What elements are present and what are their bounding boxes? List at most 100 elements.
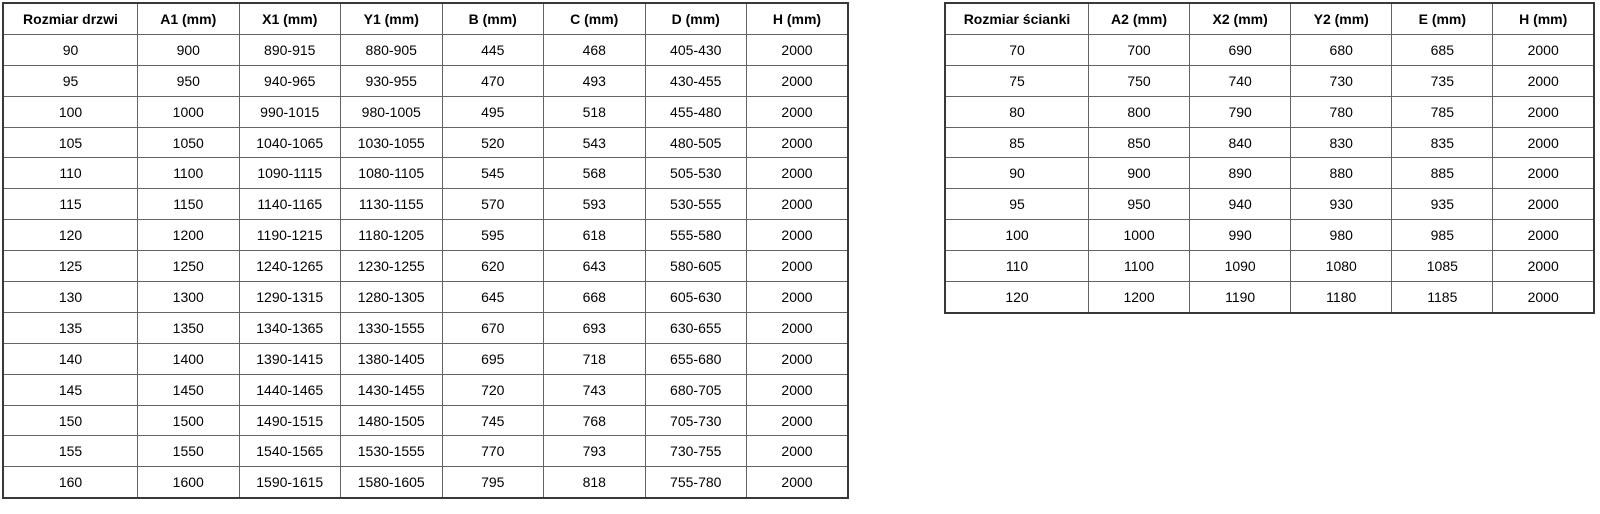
value-cell: 1490-1515 [238, 404, 341, 437]
table-row: 90 900 890 880 885 2000 [944, 157, 1595, 190]
value-cell: 555-580 [644, 219, 747, 252]
value-cell: 520 [441, 126, 544, 159]
value-cell: 2000 [746, 33, 849, 66]
value-cell: 2000 [746, 126, 849, 159]
value-cell: 770 [441, 435, 544, 468]
size-cell: 120 [2, 219, 138, 252]
value-cell: 800 [1087, 95, 1191, 128]
value-cell: 645 [441, 281, 544, 313]
column-header: X1 (mm) [238, 2, 341, 35]
size-cell: 110 [2, 157, 138, 190]
value-cell: 730 [1290, 64, 1393, 97]
value-cell: 2000 [746, 95, 849, 128]
value-cell: 595 [441, 219, 544, 252]
size-cell: 95 [944, 188, 1089, 221]
value-cell: 1050 [137, 126, 240, 159]
value-cell: 980-1005 [340, 95, 443, 128]
value-cell: 2000 [1492, 281, 1595, 314]
value-cell: 818 [543, 466, 646, 499]
value-cell: 2000 [1492, 219, 1595, 252]
value-cell: 1100 [1087, 250, 1191, 283]
size-cell: 90 [944, 157, 1089, 190]
value-cell: 950 [1087, 188, 1191, 221]
value-cell: 745 [441, 404, 544, 437]
value-cell: 618 [543, 219, 646, 252]
table-row: 150 1500 1490-1515 1480-1505 745 768 705-730 20… [2, 404, 849, 437]
value-cell: 2000 [1492, 33, 1595, 66]
value-cell: 940 [1189, 188, 1292, 221]
value-cell: 1000 [137, 95, 240, 128]
value-cell: 785 [1391, 95, 1494, 128]
table-row: 75 750 740 730 735 2000 [944, 64, 1595, 97]
value-cell: 780 [1290, 95, 1393, 128]
value-cell: 1600 [137, 466, 240, 499]
value-cell: 1580-1605 [340, 466, 443, 499]
value-cell: 1140-1165 [238, 188, 341, 221]
value-cell: 1090 [1189, 250, 1292, 283]
value-cell: 730-755 [644, 435, 747, 468]
value-cell: 2000 [1492, 250, 1595, 283]
table-row: 115 1150 1140-1165 1130-1155 570 593 530-555 20… [2, 188, 849, 221]
column-header: Rozmiar drzwi [2, 2, 138, 35]
column-header: X2 (mm) [1189, 2, 1292, 35]
value-cell: 1280-1305 [340, 281, 443, 313]
table-row: 70 700 690 680 685 2000 [944, 33, 1595, 66]
column-header: A2 (mm) [1087, 2, 1191, 35]
value-cell: 2000 [746, 466, 849, 499]
value-cell: 1590-1615 [238, 466, 341, 499]
size-cell: 125 [2, 250, 138, 283]
value-cell: 2000 [746, 404, 849, 437]
value-cell: 950 [137, 64, 240, 97]
table-row: 95 950 940 930 935 2000 [944, 188, 1595, 221]
value-cell: 480-505 [644, 126, 747, 159]
value-cell: 990 [1189, 219, 1292, 252]
value-cell: 680-705 [644, 373, 747, 406]
value-cell: 930 [1290, 188, 1393, 221]
value-cell: 568 [543, 157, 646, 190]
value-cell: 2000 [746, 219, 849, 252]
value-cell: 790 [1189, 95, 1292, 128]
wall-size-table: Rozmiar ścianki A2 (mm) X2 (mm) Y2 (mm) E (m… [944, 2, 1595, 314]
value-cell: 1180-1205 [340, 219, 443, 252]
value-cell: 1190-1215 [238, 219, 341, 252]
size-tables-container: Rozmiar drzwi A1 (mm) X1 (mm) Y1 (mm) B (mm)… [2, 2, 1595, 500]
table-row: 120 1200 1190-1215 1180-1205 595 618 555-580 20… [2, 219, 849, 252]
table-row: 155 1550 1540-1565 1530-1555 770 793 730-755 20… [2, 435, 849, 468]
value-cell: 2000 [1492, 95, 1595, 128]
table-row: 110 1100 1090-1115 1080-1105 545 568 505-530 20… [2, 157, 849, 190]
value-cell: 2000 [1492, 126, 1595, 159]
value-cell: 693 [543, 311, 646, 344]
value-cell: 830 [1290, 126, 1393, 159]
value-cell: 690 [1189, 33, 1292, 66]
value-cell: 1030-1055 [340, 126, 443, 159]
column-header: Y1 (mm) [340, 2, 443, 35]
value-cell: 620 [441, 250, 544, 283]
value-cell: 835 [1391, 126, 1494, 159]
value-cell: 890 [1189, 157, 1292, 190]
value-cell: 880-905 [340, 33, 443, 66]
value-cell: 990-1015 [238, 95, 341, 128]
value-cell: 670 [441, 311, 544, 344]
value-cell: 1480-1505 [340, 404, 443, 437]
value-cell: 1040-1065 [238, 126, 341, 159]
value-cell: 1350 [137, 311, 240, 344]
value-cell: 718 [543, 342, 646, 375]
value-cell: 695 [441, 342, 544, 375]
value-cell: 940-965 [238, 64, 341, 97]
value-cell: 900 [1087, 157, 1191, 190]
value-cell: 1390-1415 [238, 342, 341, 375]
table-row: 160 1600 1590-1615 1580-1605 795 818 755-780 20… [2, 466, 849, 499]
table-row: 130 1300 1290-1315 1280-1305 645 668 605-630 20… [2, 281, 849, 313]
size-cell: 70 [944, 33, 1089, 66]
value-cell: 1300 [137, 281, 240, 313]
value-cell: 470 [441, 64, 544, 97]
value-cell: 593 [543, 188, 646, 221]
value-cell: 743 [543, 373, 646, 406]
value-cell: 720 [441, 373, 544, 406]
value-cell: 1080-1105 [340, 157, 443, 190]
value-cell: 900 [137, 33, 240, 66]
column-header: H (mm) [746, 2, 849, 35]
column-header: C (mm) [543, 2, 646, 35]
table-row: 85 850 840 830 835 2000 [944, 126, 1595, 159]
size-cell: 155 [2, 435, 138, 468]
